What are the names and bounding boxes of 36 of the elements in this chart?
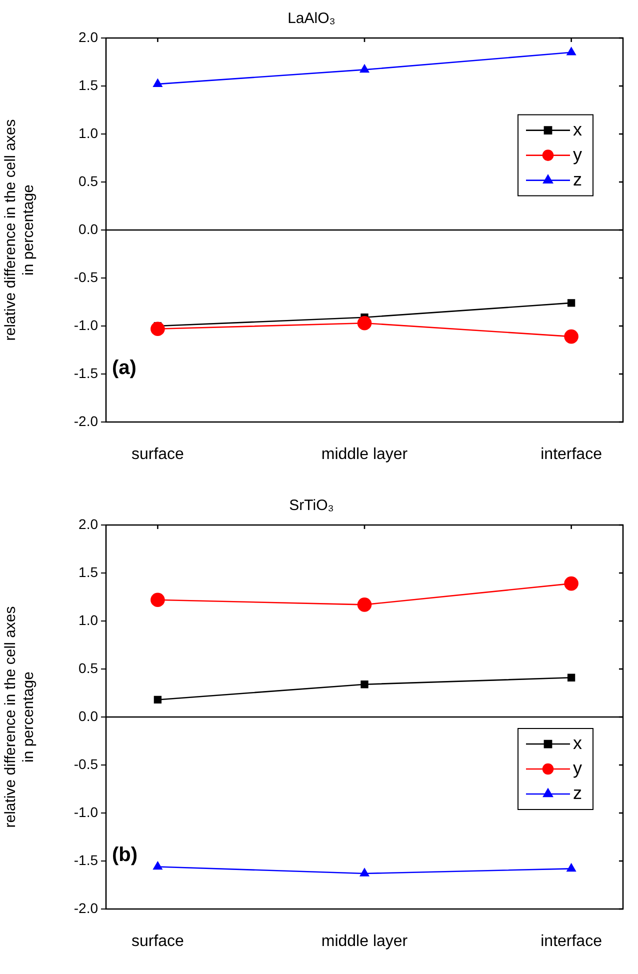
y-tick-label: -0.5 [74, 268, 98, 285]
legend-label: y [573, 758, 582, 778]
y-tick-label: -1.5 [74, 364, 98, 381]
y-tick-label: -1.0 [74, 316, 98, 333]
y-tick-label: 1.0 [78, 124, 98, 141]
x-tick-label: middle layer [321, 933, 408, 950]
y-tick-label: -2.0 [74, 900, 98, 916]
chart-title: LaAlO₃ [288, 10, 336, 28]
x-tick-label: interface [540, 933, 602, 950]
y-tick-label: 2.0 [78, 28, 98, 45]
legend-label: z [573, 169, 582, 190]
legend-label: z [573, 782, 582, 803]
annotation: (b) [112, 844, 138, 866]
x-tick-label: surface [131, 933, 184, 950]
y-tick-label: 0.5 [78, 172, 98, 189]
x-tick-label: surface [131, 446, 184, 464]
y-tick-label: -2.0 [74, 412, 98, 429]
legend-label: y [573, 144, 582, 164]
y-tick-label: -1.0 [74, 804, 98, 820]
y-tick-label: -0.5 [74, 756, 98, 772]
legend-label: x [573, 732, 582, 753]
chart-title: SrTiO₃ [289, 497, 334, 514]
legend-label: x [573, 119, 582, 140]
y-tick-label: 0.0 [78, 220, 98, 237]
y-tick-label: 2.0 [78, 516, 98, 532]
y-tick-label: 0.5 [78, 660, 98, 676]
y-tick-label: -1.5 [74, 852, 98, 868]
y-tick-label: 1.5 [78, 76, 98, 93]
y-tick-label: 1.0 [78, 612, 98, 628]
x-tick-label: interface [540, 446, 602, 464]
x-tick-label: middle layer [321, 446, 408, 464]
y-tick-label: 0.0 [78, 708, 98, 724]
y-axis-title: relative difference in the cell axes in percentage [2, 119, 38, 341]
annotation: (a) [112, 356, 136, 379]
y-axis-title: relative difference in the cell axes in percentage [2, 606, 38, 828]
y-tick-label: 1.5 [78, 564, 98, 580]
